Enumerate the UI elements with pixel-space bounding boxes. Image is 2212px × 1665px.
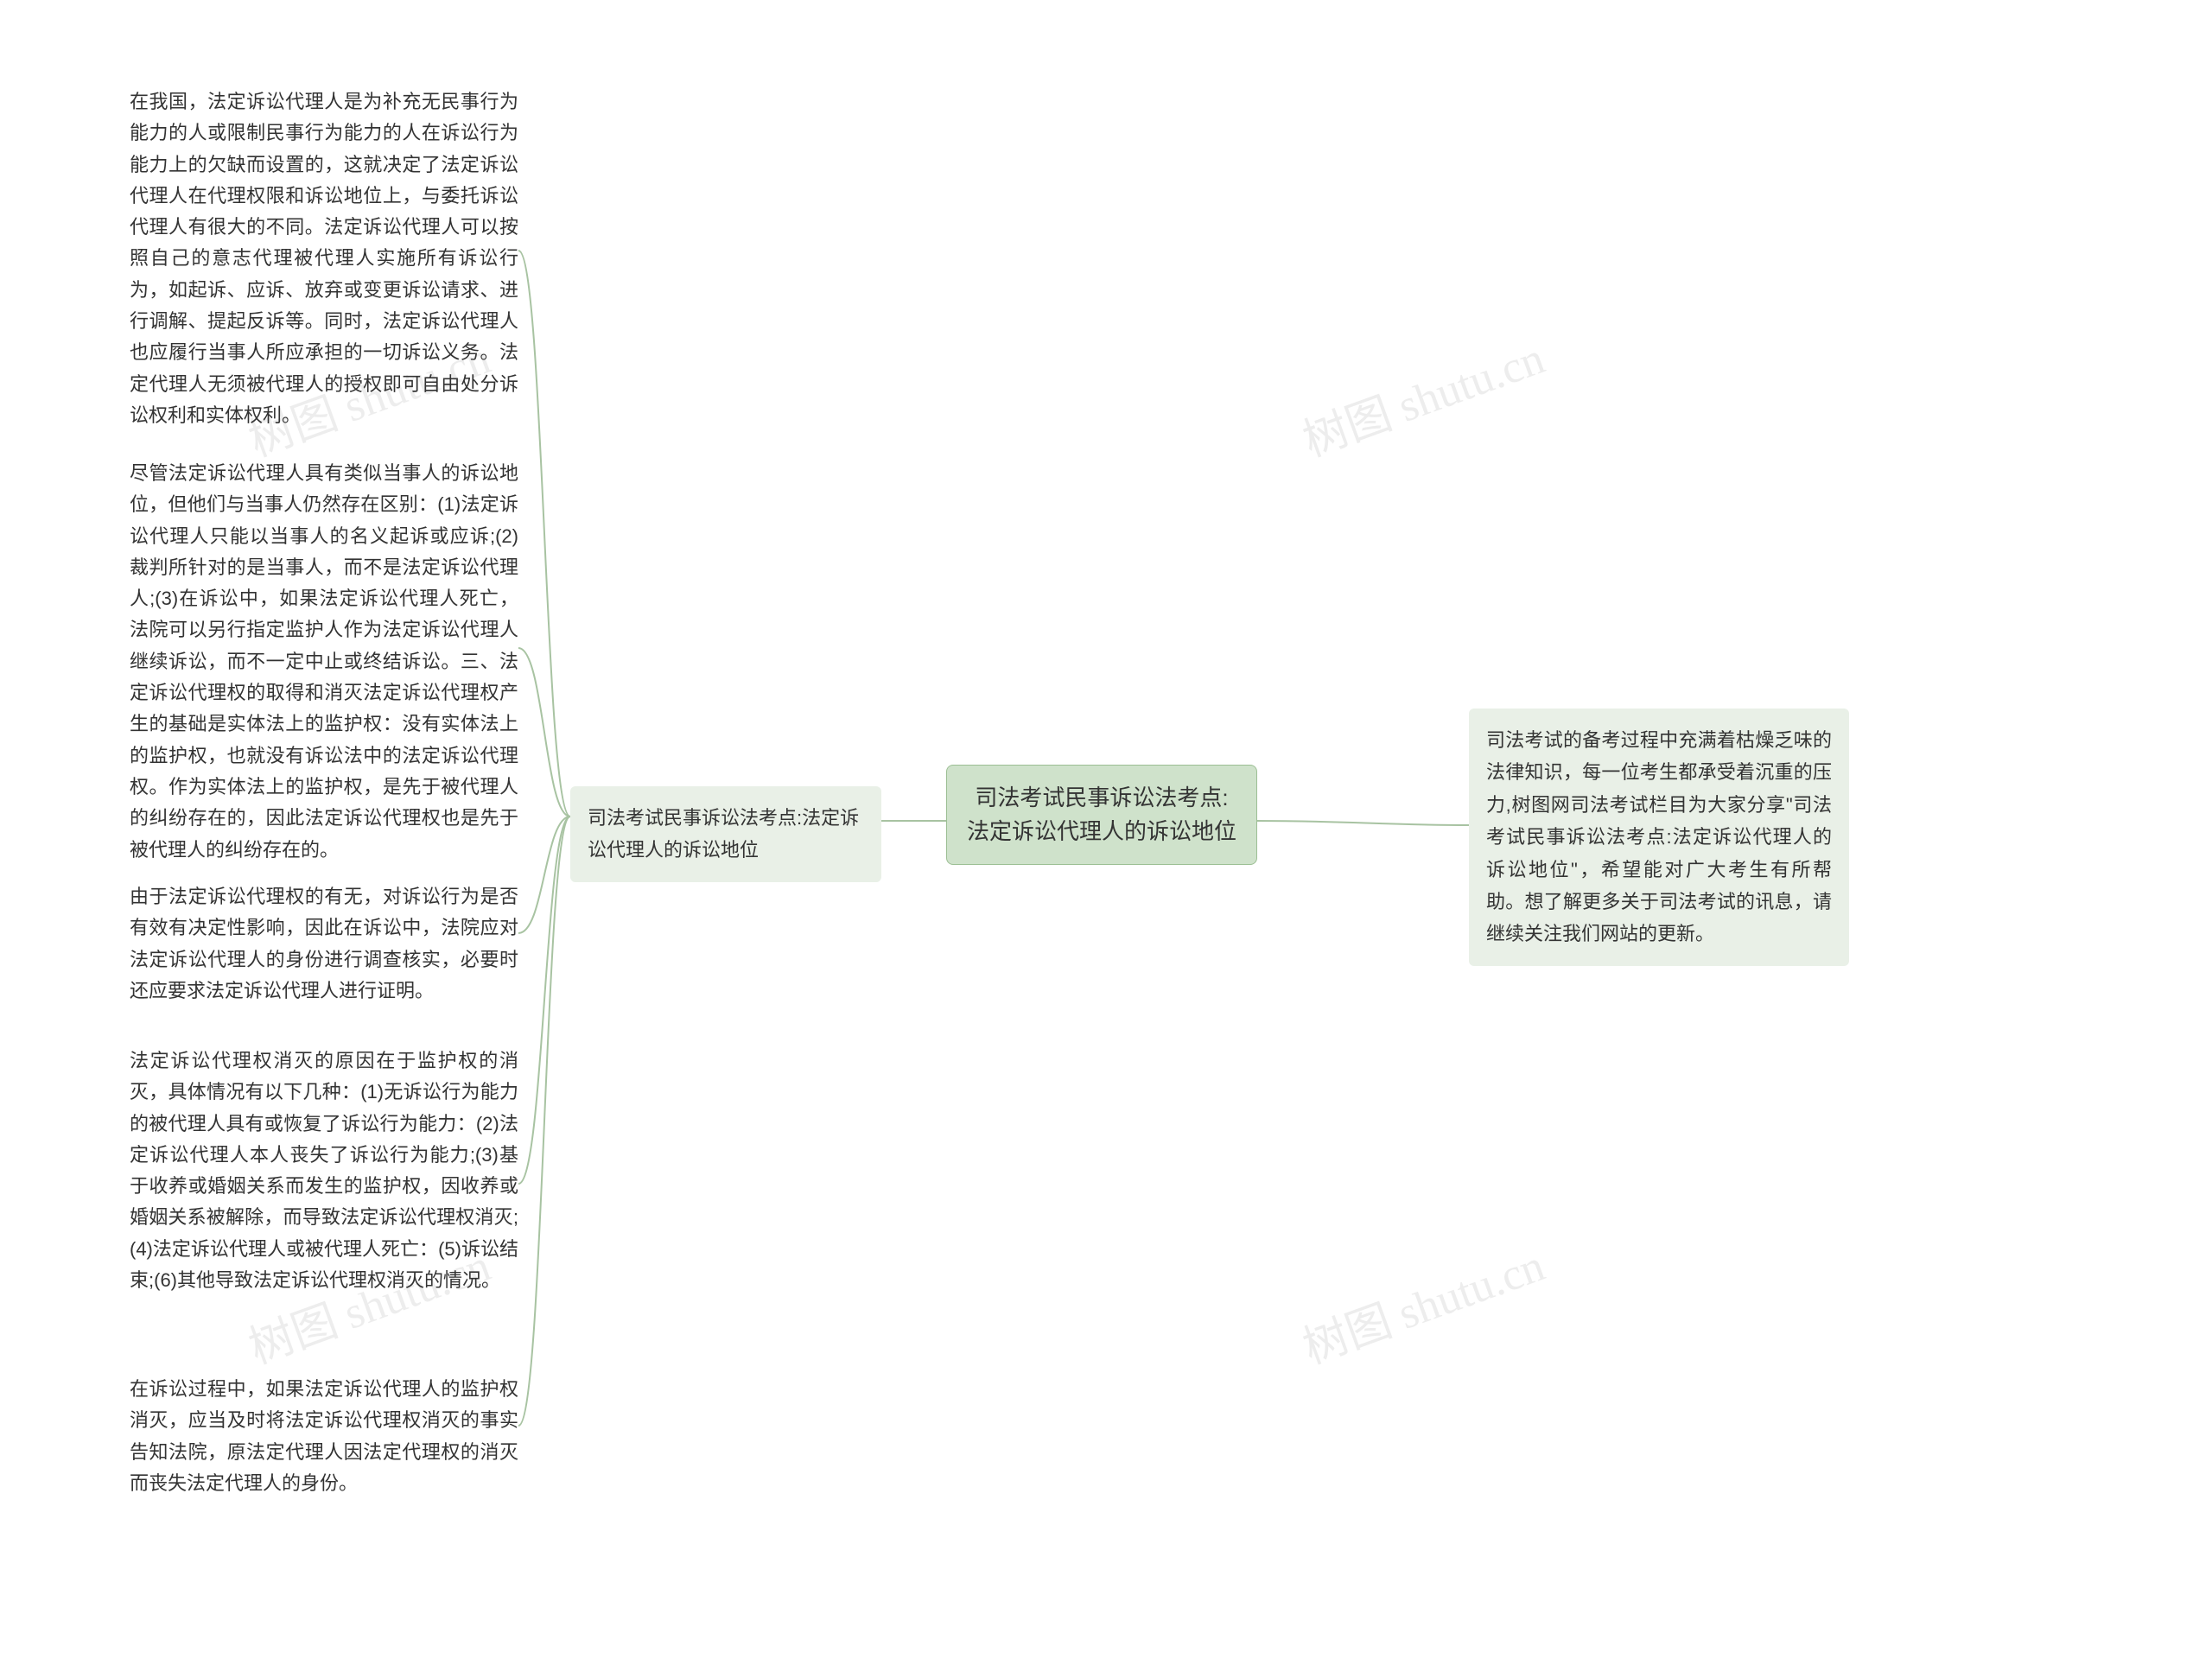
center-topic[interactable]: 司法考试民事诉讼法考点:法定诉讼代理人的诉讼地位 (946, 765, 1257, 865)
leaf-1[interactable]: 在我国，法定诉讼代理人是为补充无民事行为能力的人或限制民事行为能力的人在诉讼行为… (130, 86, 518, 431)
right-summary[interactable]: 司法考试的备考过程中充满着枯燥乏味的法律知识，每一位考生都承受着沉重的压力,树图… (1469, 709, 1849, 966)
watermark: 树图 shutu.cn (1293, 321, 1552, 468)
leaf-4[interactable]: 法定诉讼代理权消灭的原因在于监护权的消灭，具体情况有以下几种：(1)无诉讼行为能… (130, 1045, 518, 1296)
watermark: 树图 shutu.cn (1293, 1229, 1552, 1376)
leaf-2[interactable]: 尽管法定诉讼代理人具有类似当事人的诉讼地位，但他们与当事人仍然存在区别：(1)法… (130, 458, 518, 866)
leaf-5[interactable]: 在诉讼过程中，如果法定诉讼代理人的监护权消灭，应当及时将法定诉讼代理权消灭的事实… (130, 1374, 518, 1499)
mid-topic[interactable]: 司法考试民事诉讼法考点:法定诉讼代理人的诉讼地位 (570, 786, 881, 882)
leaf-3[interactable]: 由于法定诉讼代理权的有无，对诉讼行为是否有效有决定性影响，因此在诉讼中，法院应对… (130, 881, 518, 1007)
